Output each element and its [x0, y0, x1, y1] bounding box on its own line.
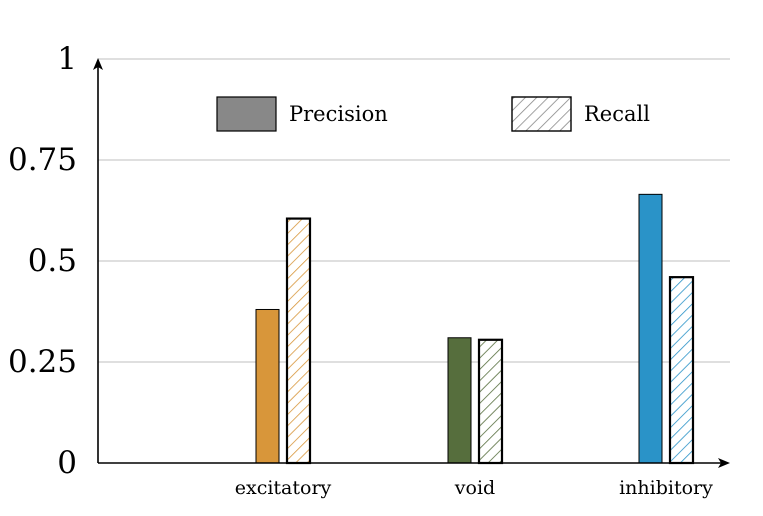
- bar-void-precision: [447, 337, 472, 464]
- y-tick-label: 0: [57, 445, 77, 481]
- bar-inhibitory-recall: [668, 276, 695, 465]
- x-tick-label: void: [454, 477, 495, 499]
- legend-swatch-precision: [216, 96, 277, 132]
- y-tick-label: 1: [57, 41, 77, 77]
- legend-label-precision: Precision: [289, 102, 388, 126]
- legend: Precision Recall: [216, 96, 650, 132]
- bars: [255, 193, 695, 465]
- y-tick-label: 0.25: [8, 344, 77, 380]
- x-axis-arrow-icon: [718, 458, 730, 468]
- y-tick-label: 0.5: [28, 243, 77, 279]
- y-tick-label: 0.75: [8, 142, 77, 178]
- y-axis-arrow-icon: [93, 58, 103, 70]
- axes: [93, 58, 730, 468]
- y-tick-labels: 0 0.25 0.5 0.75 1: [8, 41, 77, 481]
- grid-lines: [98, 58, 730, 363]
- x-tick-labels: excitatory void inhibitory: [235, 477, 713, 499]
- bar-void-recall: [477, 338, 504, 465]
- bar-excitatory-recall: [285, 217, 312, 465]
- bar-inhibitory-precision: [638, 193, 663, 464]
- legend-label-recall: Recall: [584, 102, 650, 126]
- legend-swatch-recall: [511, 96, 572, 132]
- bar-excitatory-precision: [255, 308, 280, 464]
- x-tick-label: excitatory: [235, 477, 332, 499]
- x-tick-label: inhibitory: [619, 477, 713, 499]
